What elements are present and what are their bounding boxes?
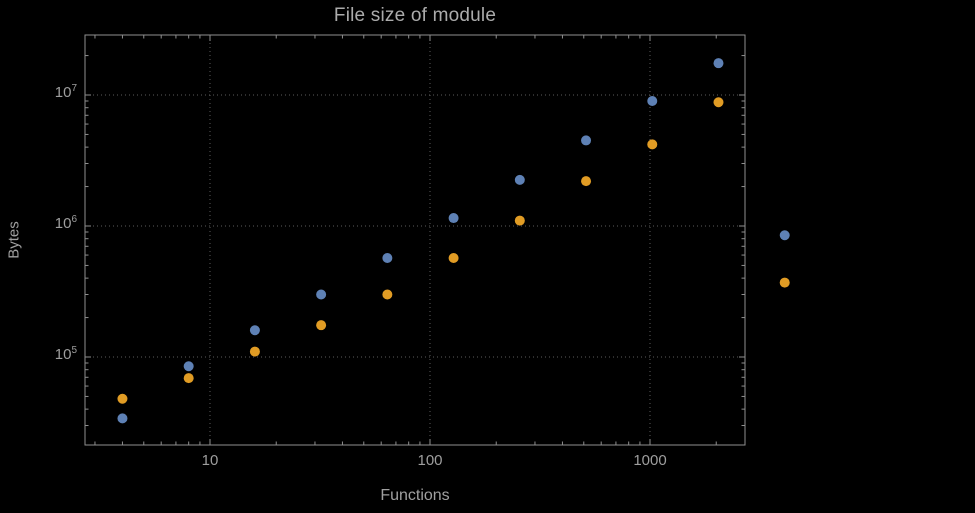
plot-frame [84,34,746,446]
data-point-series-orange [581,176,592,187]
data-point-series-orange [647,139,658,150]
data-point-series-blue [713,58,724,69]
data-point-series-orange [117,393,128,404]
data-point-series-blue [117,413,128,424]
data-point-series-blue [382,252,393,263]
data-point-series-orange [514,215,525,226]
data-point-series-blue [316,289,327,300]
x-axis-label: Functions [380,487,450,504]
data-point-series-orange [183,373,194,384]
data-point-series-blue [448,213,459,224]
data-point-series-orange [779,277,790,288]
data-point-series-blue [581,135,592,146]
data-point-series-blue [647,95,658,106]
data-point-series-orange [316,320,327,331]
data-point-series-orange [448,252,459,263]
data-point-series-orange [249,346,260,357]
data-point-series-blue [514,174,525,185]
data-point-series-orange [713,97,724,108]
data-point-series-blue [183,361,194,372]
data-point-series-orange [382,289,393,300]
data-point-series-blue [249,325,260,336]
y-axis-label: Bytes [5,221,23,259]
data-point-series-blue [779,230,790,241]
chart-title: File size of module [333,5,497,26]
